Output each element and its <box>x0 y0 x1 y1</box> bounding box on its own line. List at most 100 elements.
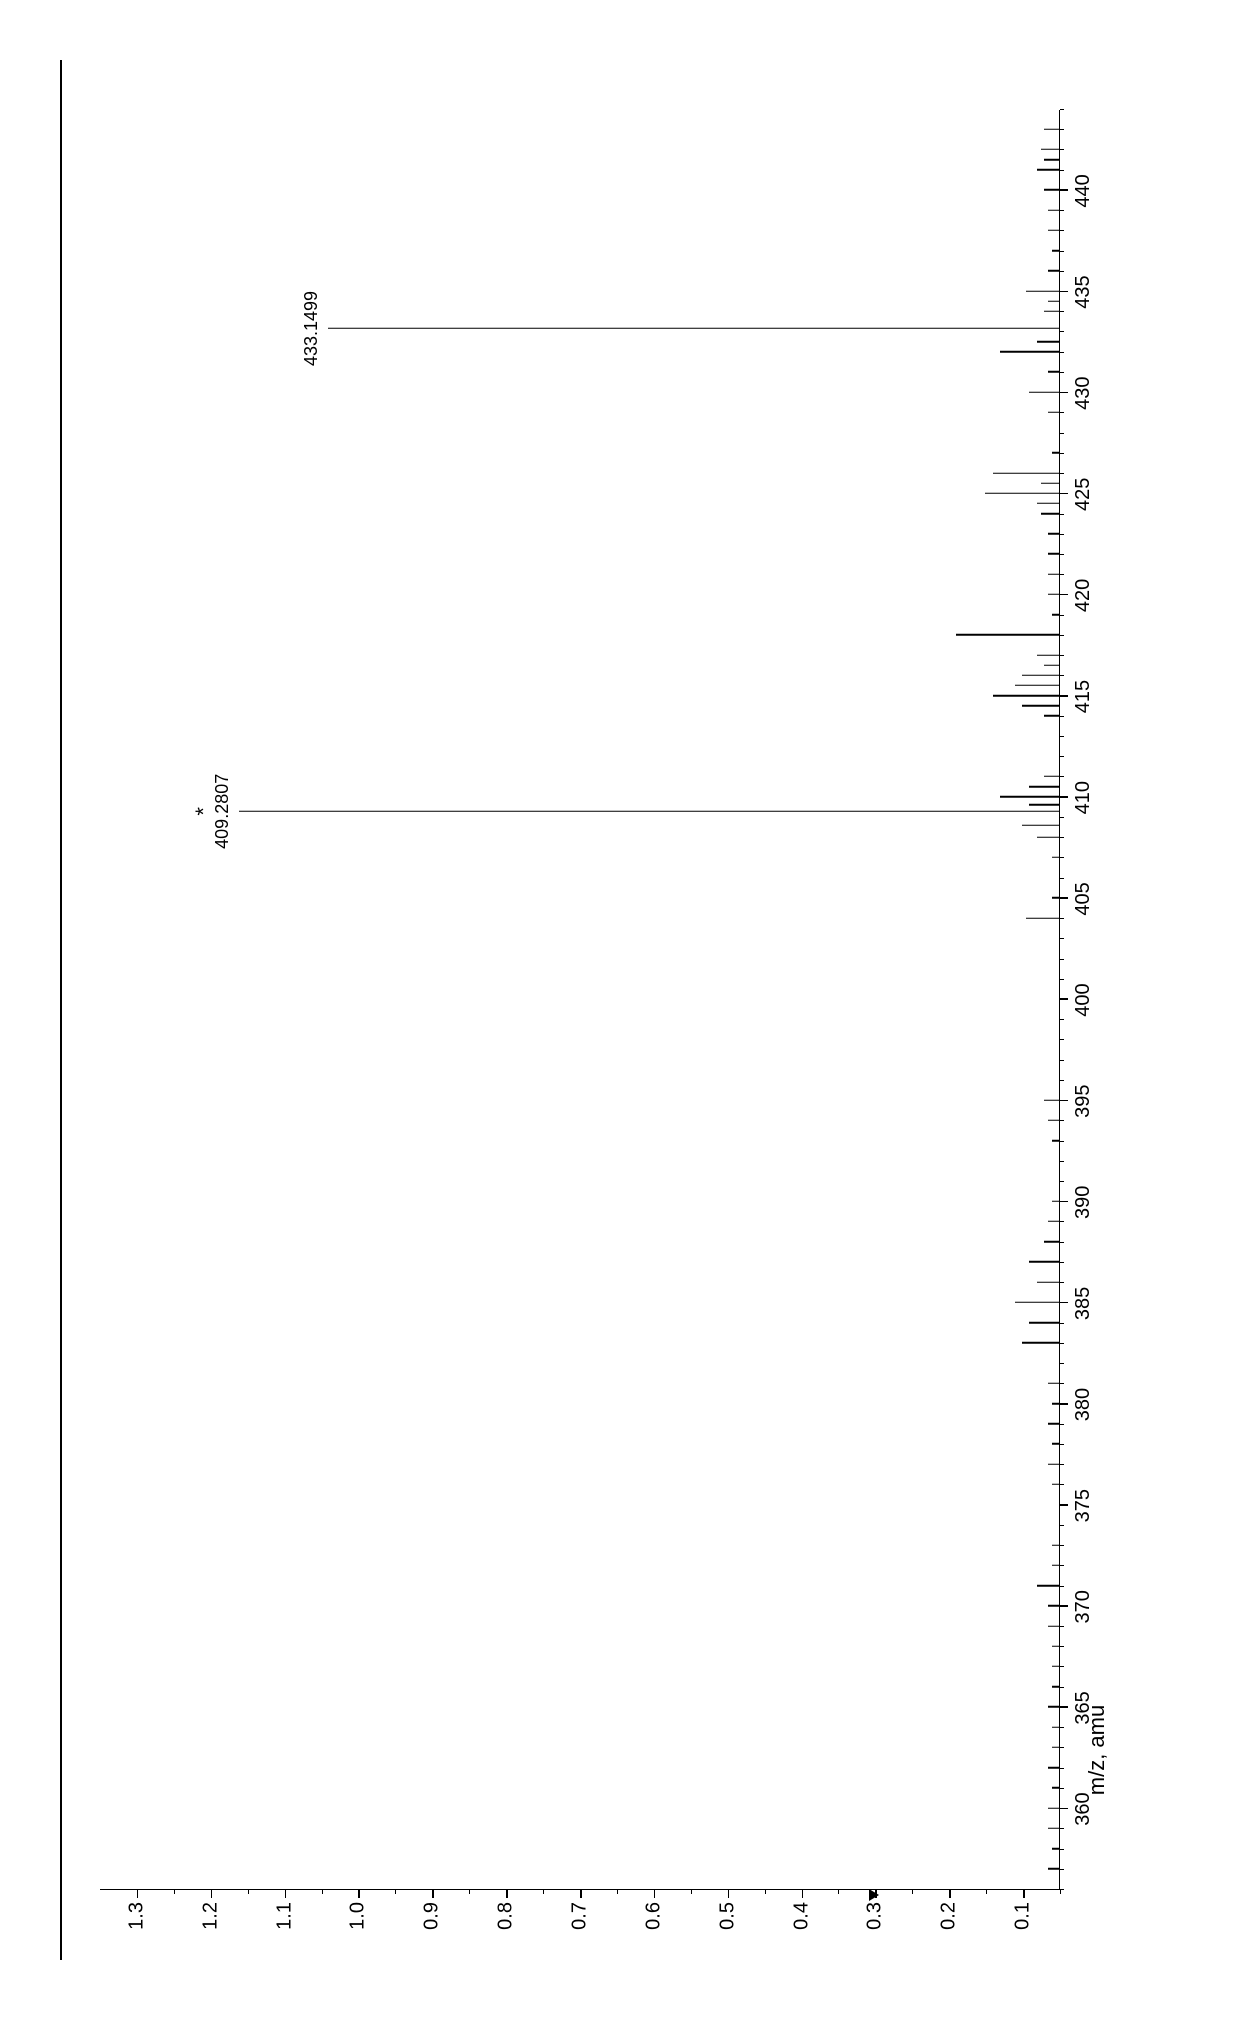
spectrum-peak <box>1029 391 1059 393</box>
spectrum-peak <box>1015 685 1059 687</box>
x-tick-minor <box>1060 1788 1064 1789</box>
x-tick-minor <box>1060 251 1064 252</box>
y-tick-minor <box>617 1890 618 1894</box>
y-tick-label: 0.3 <box>864 1902 887 1930</box>
spectrum-peak <box>1048 1423 1059 1425</box>
x-tick-label: 380 <box>1072 1388 1095 1421</box>
x-tick-label: 360 <box>1072 1792 1095 1825</box>
x-tick-minor <box>1060 1080 1064 1081</box>
y-tick-minor <box>432 1890 433 1894</box>
y-tick-minor <box>949 1890 950 1894</box>
x-tick-minor <box>1060 1687 1064 1688</box>
y-tick-label: 1.2 <box>199 1902 222 1930</box>
spectrum-peak <box>1048 1463 1059 1465</box>
spectrum-peak <box>1052 452 1059 454</box>
spectrum-peak <box>1048 1221 1059 1223</box>
x-tick-minor <box>1060 635 1064 636</box>
x-tick-minor <box>1060 372 1064 373</box>
spectrum-peak <box>1015 1302 1059 1304</box>
spectrum-peak <box>1048 209 1059 211</box>
x-tick-minor <box>1060 412 1064 413</box>
x-tick-minor <box>1060 109 1064 110</box>
spectrum-peak <box>1022 675 1059 677</box>
spectrum-peak <box>1048 1383 1059 1385</box>
x-tick-label: 390 <box>1072 1186 1095 1219</box>
x-tick-minor <box>1060 352 1064 353</box>
spectrum-peak <box>1048 553 1059 555</box>
top-border <box>60 60 62 1960</box>
y-tick-label: 1.1 <box>273 1902 296 1930</box>
spectrum-peak <box>1048 270 1059 272</box>
x-tick-label: 430 <box>1072 377 1095 410</box>
x-tick-label: 410 <box>1072 781 1095 814</box>
x-tick-label: 435 <box>1072 275 1095 308</box>
y-tick-minor <box>543 1890 544 1894</box>
spectrum-peak <box>1037 1281 1059 1283</box>
x-tick-minor <box>1060 1039 1064 1040</box>
x-tick-minor <box>1060 1404 1064 1405</box>
y-tick-minor <box>211 1890 212 1894</box>
x-tick-minor <box>1060 615 1064 616</box>
spectrum-peak <box>985 493 1059 495</box>
spectrum-peak <box>328 328 1059 330</box>
peak-label-text: 409.2807 <box>212 774 232 849</box>
y-tick-minor <box>322 1890 323 1894</box>
spectrum-peak <box>1052 1646 1059 1648</box>
x-tick-minor <box>1060 1525 1064 1526</box>
y-tick-label: 0.1 <box>1012 1902 1035 1930</box>
y-axis: 0.10.20.30.40.50.60.70.80.91.01.11.21.3 <box>100 1890 1060 1960</box>
spectrum-peak <box>1052 1140 1059 1142</box>
x-tick-minor <box>1060 1201 1064 1202</box>
spectrum-peak <box>1048 1828 1059 1830</box>
spectrum-peak <box>239 811 1059 813</box>
y-tick-minor <box>137 1890 138 1894</box>
x-tick-minor <box>1060 1141 1064 1142</box>
spectrum-peak <box>1052 614 1059 616</box>
x-tick-minor <box>1060 938 1064 939</box>
spectrum-peak <box>1052 1666 1059 1668</box>
x-tick-minor <box>1060 1707 1064 1708</box>
y-tick-label: 0.5 <box>716 1902 739 1930</box>
spectrum-peak <box>1044 665 1059 667</box>
x-tick-minor <box>1060 1667 1064 1668</box>
spectrum-peak <box>1052 1201 1059 1203</box>
x-tick-minor <box>1060 1444 1064 1445</box>
spectrum-peak <box>1022 824 1059 826</box>
spectrum-peak <box>1029 1261 1059 1263</box>
spectrum-peak <box>1029 786 1059 788</box>
x-tick-label: 440 <box>1072 174 1095 207</box>
peak-label: 433.1499 <box>301 291 322 366</box>
spectrum-peak <box>1029 1322 1059 1324</box>
spectrum-peak <box>1052 1544 1059 1546</box>
x-tick-minor <box>1060 1383 1064 1384</box>
x-tick-minor <box>1060 170 1064 171</box>
spectrum-peak <box>1029 804 1059 806</box>
y-tick-minor <box>469 1890 470 1894</box>
x-tick-label: 420 <box>1072 579 1095 612</box>
y-tick-minor <box>174 1890 175 1894</box>
x-tick-minor <box>1060 332 1064 333</box>
x-tick-minor <box>1060 534 1064 535</box>
arrow-marker <box>869 1889 879 1901</box>
x-tick-label: 375 <box>1072 1489 1095 1522</box>
spectrum-peak <box>1048 1625 1059 1627</box>
x-tick-label: 365 <box>1072 1691 1095 1724</box>
x-tick-minor <box>1060 817 1064 818</box>
x-tick-minor <box>1060 918 1064 919</box>
spectrum-peak <box>1041 149 1059 151</box>
x-tick-minor <box>1060 514 1064 515</box>
y-tick-minor <box>395 1890 396 1894</box>
x-tick-minor <box>1060 1849 1064 1850</box>
x-tick-minor <box>1060 271 1064 272</box>
spectrum-peak <box>1000 796 1059 798</box>
x-tick-minor <box>1060 878 1064 879</box>
x-tick-label: 395 <box>1072 1084 1095 1117</box>
x-tick-minor <box>1060 1545 1064 1546</box>
y-tick-label: 1.0 <box>347 1902 370 1930</box>
x-tick-minor <box>1060 1565 1064 1566</box>
spectrum-peak <box>1052 1443 1059 1445</box>
x-tick-label: 400 <box>1072 983 1095 1016</box>
x-tick-minor <box>1060 1505 1064 1506</box>
y-tick-minor <box>248 1890 249 1894</box>
x-tick-minor <box>1060 1323 1064 1324</box>
